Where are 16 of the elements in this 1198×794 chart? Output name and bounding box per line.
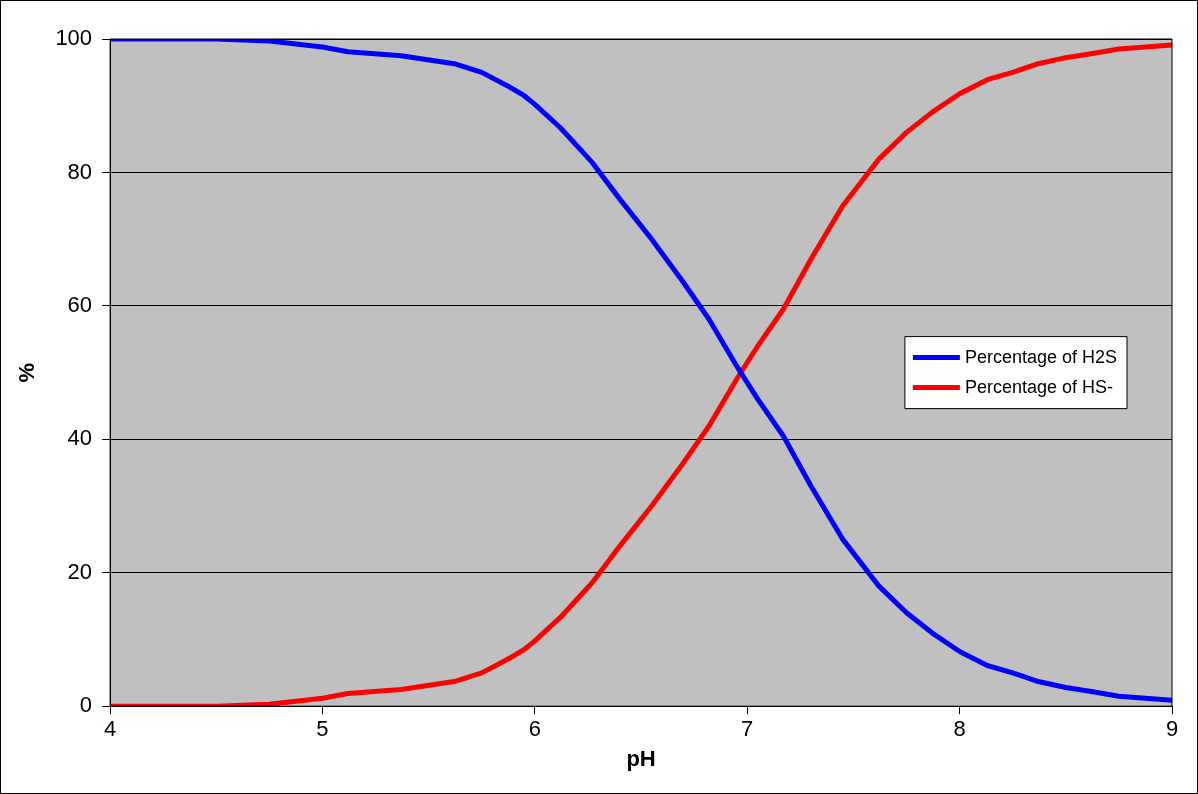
- y-tick-label: 40: [67, 425, 93, 451]
- x-tick-label: 5: [316, 716, 329, 742]
- legend-label: Percentage of H2S: [964, 346, 1118, 367]
- x-tick-label: 7: [741, 716, 754, 742]
- y-tick-label: 80: [67, 158, 93, 184]
- y-tick-label: 60: [67, 291, 93, 317]
- x-tick-label: 9: [1165, 716, 1179, 742]
- x-axis-title: pH: [626, 745, 656, 771]
- legend-label: Percentage of HS-: [964, 376, 1113, 397]
- x-tick-label: 4: [103, 716, 117, 742]
- x-tick-label: 6: [528, 716, 541, 742]
- y-axis-title: %: [14, 362, 40, 383]
- y-tick-label: 100: [55, 25, 93, 51]
- x-tick-label: 8: [953, 716, 966, 742]
- y-tick-label: 20: [67, 558, 93, 584]
- y-tick-label: 0: [79, 692, 93, 718]
